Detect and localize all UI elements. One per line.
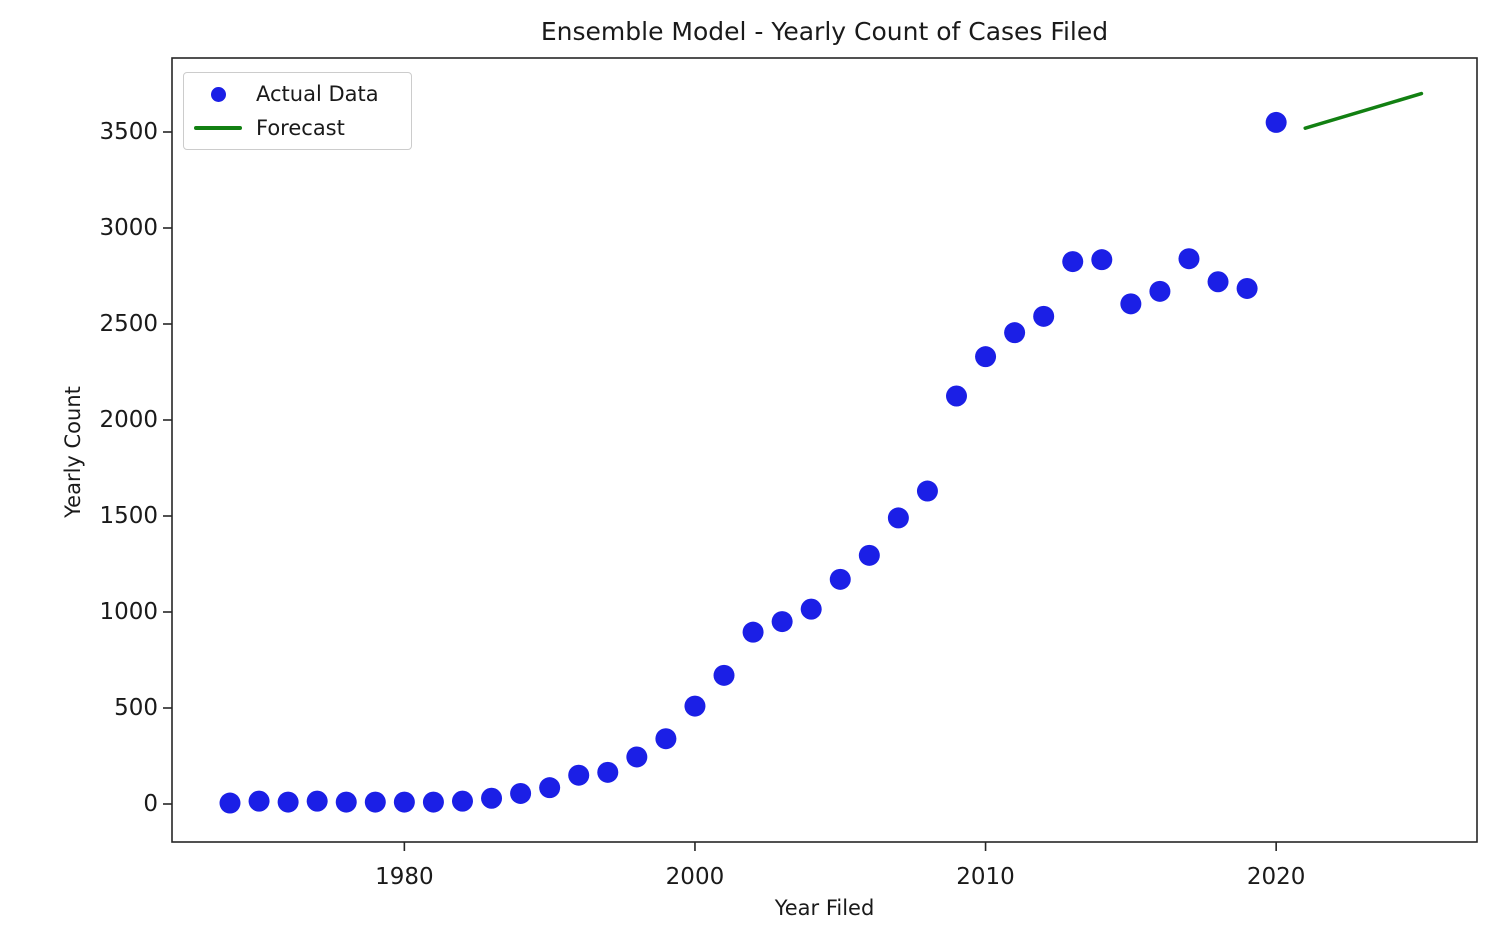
legend: Actual Data Forecast <box>183 72 412 150</box>
actual-data-point <box>626 746 648 768</box>
actual-data-point <box>916 480 938 502</box>
actual-data-point <box>800 598 822 620</box>
x-tick-label: 1980 <box>375 864 434 890</box>
y-tick-label: 3500 <box>99 119 158 145</box>
chart-title: Ensemble Model - Yearly Count of Cases F… <box>540 17 1109 46</box>
actual-data-point <box>713 664 735 686</box>
y-tick-label: 2000 <box>99 407 158 433</box>
y-tick-label: 3000 <box>99 215 158 241</box>
actual-data-point <box>1091 249 1113 271</box>
actual-data-point <box>946 385 967 407</box>
actual-data-point <box>510 782 532 804</box>
actual-data-point <box>887 507 909 529</box>
actual-data-point <box>568 764 590 786</box>
line-sample-icon <box>194 126 242 130</box>
x-tick-label: 2010 <box>956 864 1015 890</box>
actual-data-point <box>306 790 328 812</box>
y-tick-label: 500 <box>114 695 158 721</box>
actual-data-point <box>1004 322 1026 344</box>
actual-data-point <box>481 787 503 809</box>
axes-border <box>171 57 1478 843</box>
y-tick-label: 1000 <box>99 599 158 625</box>
legend-marker-wrap <box>194 126 242 130</box>
actual-data-point <box>451 790 473 812</box>
x-tick-label: 2020 <box>1246 864 1306 890</box>
actual-data-point <box>1236 277 1258 299</box>
actual-data-point <box>1265 111 1287 133</box>
legend-label-forecast: Forecast <box>256 116 345 140</box>
actual-data-point <box>1033 305 1055 327</box>
actual-data-point <box>422 791 444 813</box>
actual-data-point <box>771 611 793 633</box>
actual-data-point <box>597 761 619 783</box>
legend-item-forecast: Forecast <box>194 113 401 143</box>
actual-data-point <box>1149 280 1171 302</box>
actual-data-point <box>858 544 880 566</box>
legend-marker-wrap <box>194 86 242 102</box>
legend-item-actual-data: Actual Data <box>194 79 401 109</box>
actual-data-point <box>1120 293 1142 315</box>
x-axis-label: Year Filed <box>774 896 875 920</box>
actual-data-point <box>539 777 561 799</box>
y-tick-label: 1500 <box>99 503 158 529</box>
actual-data-point <box>684 695 706 717</box>
actual-data-point <box>655 728 677 750</box>
actual-data-point <box>248 790 270 812</box>
actual-data-point <box>335 791 357 813</box>
actual-data-point <box>742 621 764 643</box>
actual-data-point <box>1207 271 1229 293</box>
y-tick-label: 2500 <box>99 311 158 337</box>
scatter-marker-icon <box>210 86 226 102</box>
y-tick-label: 0 <box>143 791 158 817</box>
actual-data-point <box>277 791 299 813</box>
legend-label-actual-data: Actual Data <box>256 82 379 106</box>
actual-data-point <box>1178 248 1200 270</box>
actual-data-point <box>829 568 851 590</box>
actual-data-point <box>364 791 386 813</box>
actual-data-point <box>219 792 241 814</box>
x-tick-label: 2000 <box>665 864 725 890</box>
actual-data-point <box>393 791 415 813</box>
actual-data-point <box>975 346 997 368</box>
forecast-line <box>1303 91 1424 130</box>
actual-data-point <box>1062 251 1084 273</box>
